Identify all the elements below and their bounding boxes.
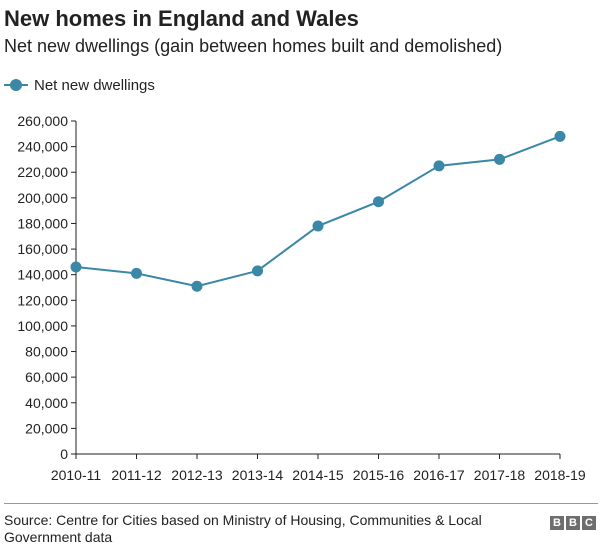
y-tick-label: 240,000 <box>17 139 68 155</box>
legend-label: Net new dwellings <box>34 76 155 94</box>
x-tick-label: 2011-12 <box>111 467 162 483</box>
data-point <box>312 220 324 232</box>
y-tick-label: 0 <box>60 446 68 462</box>
y-tick-label: 160,000 <box>17 241 68 257</box>
chart-subtitle: Net new dwellings (gain between homes bu… <box>4 36 503 56</box>
y-tick-label: 100,000 <box>17 318 68 334</box>
x-tick-label: 2014-15 <box>292 467 344 483</box>
data-point <box>131 267 142 279</box>
data-point <box>373 196 384 208</box>
y-tick-label: 120,000 <box>17 292 68 308</box>
y-tick-label: 200,000 <box>17 190 68 206</box>
y-tick-label: 60,000 <box>25 369 68 385</box>
x-axis: 2010-11 2011-12 2012-13 2013-14 2014-15 2015-… <box>51 453 586 483</box>
source-note: Source: Centre for Cities based on Minis… <box>4 512 482 545</box>
series-line <box>75 135 561 288</box>
x-tick-label: 2016-17 <box>413 467 465 483</box>
legend: Net new dwellings <box>4 74 155 96</box>
data-point <box>70 261 82 273</box>
bbc-logo-letter: B <box>566 516 580 530</box>
x-tick-label: 2018-19 <box>534 467 586 483</box>
x-tick-label: 2012-13 <box>171 467 223 483</box>
y-tick-label: 220,000 <box>17 164 68 180</box>
y-tick-label: 140,000 <box>17 267 68 283</box>
footer-divider <box>4 503 598 504</box>
y-axis: 0 20,000 40,000 60,000 80,000 100,000 120,000 1… <box>17 113 77 462</box>
line-chart: 0 20,000 40,000 60,000 80,000 100,000 120,000 1… <box>17 113 586 483</box>
y-tick-label: 180,000 <box>17 215 68 231</box>
y-tick-label: 260,000 <box>17 113 68 129</box>
y-tick-label: 20,000 <box>25 420 68 436</box>
series-net-new-dwellings <box>70 130 566 292</box>
legend-line-marker-icon <box>4 78 28 92</box>
bbc-logo: B B C <box>550 516 596 530</box>
data-point <box>433 160 445 172</box>
x-tick-label: 2010-11 <box>51 467 102 483</box>
bbc-logo-letter: B <box>550 516 564 530</box>
y-tick-label: 80,000 <box>25 344 68 360</box>
data-point <box>554 130 566 142</box>
chart-title: New homes in England and Wales <box>4 6 359 31</box>
y-tick-label: 40,000 <box>25 395 68 411</box>
x-tick-label: 2013-14 <box>232 467 284 483</box>
x-tick-label: 2015-16 <box>353 467 405 483</box>
data-point <box>252 265 263 277</box>
bbc-logo-letter: C <box>582 516 596 530</box>
data-point <box>191 280 203 292</box>
x-tick-label: 2017-18 <box>474 467 526 483</box>
data-point <box>494 153 505 165</box>
